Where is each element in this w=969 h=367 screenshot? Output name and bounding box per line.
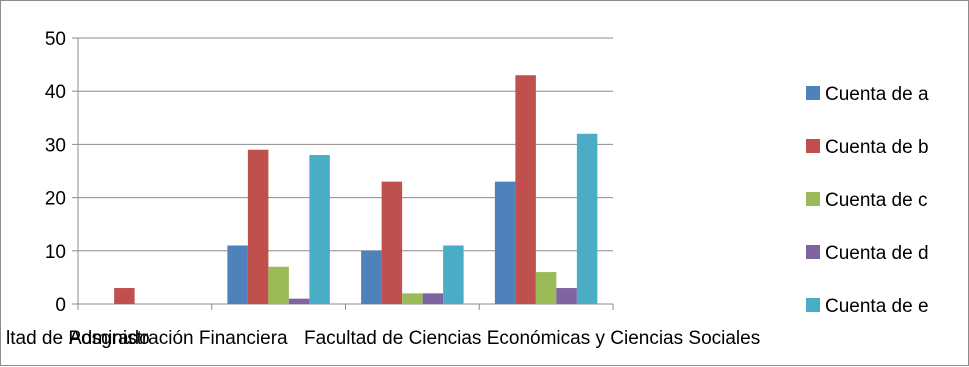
y-axis-tick-labels: 0 10 20 30 40 50	[45, 29, 66, 316]
bar-cuenta-de-d-cat-1	[288, 298, 310, 304]
legend-swatch	[806, 245, 820, 259]
bar-cuenta-de-b-cat-2	[381, 181, 403, 304]
legend: Cuenta de a Cuenta de b Cuenta de c Cuenta …	[806, 84, 929, 317]
bar-cuenta-de-c-cat-3	[535, 272, 557, 304]
bar-cuenta-de-e-cat-1	[309, 155, 330, 304]
y-tick-label: 10	[45, 242, 66, 263]
bar-cuenta-de-b-cat-1	[247, 149, 269, 304]
y-tick-label: 50	[45, 29, 66, 50]
category-label-administracion: Administración Financiera	[69, 328, 288, 349]
bar-cuenta-de-b-cat-3	[515, 75, 536, 305]
y-tick-label: 40	[45, 82, 66, 103]
legend-swatch	[806, 86, 820, 100]
bars	[114, 75, 598, 305]
bar-cuenta-de-a-cat-3	[494, 181, 516, 304]
bar-cuenta-de-d-cat-3	[556, 288, 577, 304]
legend-swatch	[806, 139, 820, 153]
legend-label: Cuenta de a	[825, 84, 929, 105]
x-axis-category-labels: ltad de Posgrado Administración Financie…	[6, 328, 760, 349]
category-label-posgrado: ltad de Posgrado	[6, 328, 150, 349]
bar-cuenta-de-c-cat-2	[402, 293, 423, 304]
bar-cuenta-de-a-cat-1	[227, 245, 248, 304]
bar-cuenta-de-d-cat-2	[422, 293, 444, 304]
legend-label: Cuenta de d	[825, 243, 929, 264]
legend-label: Cuenta de b	[825, 137, 929, 158]
bar-cuenta-de-e-cat-3	[576, 133, 598, 304]
y-tick-label: 0	[55, 295, 66, 316]
y-tick-label: 30	[45, 135, 66, 156]
y-tick-label: 20	[45, 189, 66, 210]
legend-label: Cuenta de e	[825, 296, 929, 317]
legend-swatch	[806, 298, 820, 312]
bar-cuenta-de-e-cat-2	[443, 245, 464, 304]
legend-label: Cuenta de c	[825, 190, 927, 211]
category-label-ciencias: Facultad de Ciencias Económicas y Cienci…	[304, 328, 760, 349]
bar-cuenta-de-a-cat-2	[361, 250, 382, 304]
bar-cuenta-de-c-cat-1	[268, 266, 289, 304]
bar-cuenta-de-b-cat-0	[114, 288, 135, 304]
legend-swatch	[806, 192, 820, 206]
